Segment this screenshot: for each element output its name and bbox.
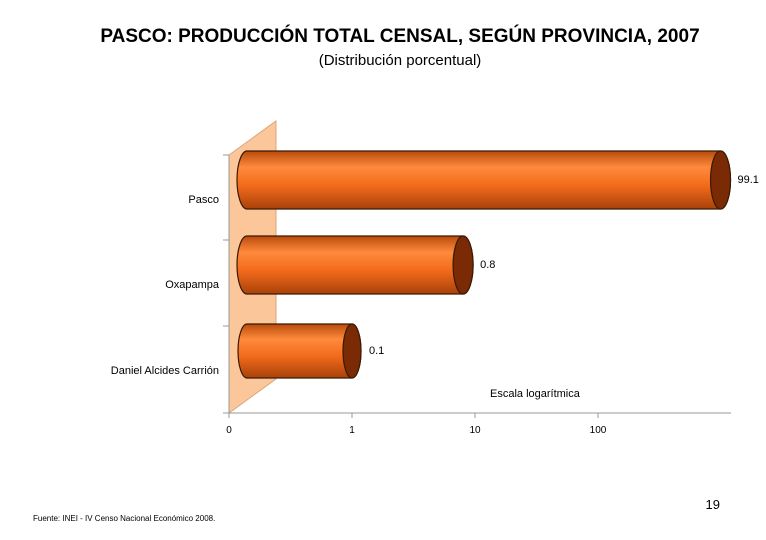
category-label: Daniel Alcides Carrión [111,365,219,377]
x-tick-label: 1 [349,425,355,436]
bar-1 [236,235,474,295]
bar-end-cap [342,323,362,379]
data-label: 99.1 [738,174,759,186]
x-tick-label: 10 [469,425,481,436]
page-number: 19 [705,497,720,512]
chart-title: PASCO: PRODUCCIÓN TOTAL CENSAL, SEGÚN PR… [100,26,700,47]
scale-note: Escala logarítmica [490,388,581,400]
bar-end-cap [709,150,732,210]
x-tick-label: 0 [226,425,232,436]
bar-0 [236,150,732,210]
chart-subtitle: (Distribución porcentual) [318,52,482,69]
data-label: 0.1 [369,345,384,357]
category-label: Oxapampa [165,279,220,291]
category-label: Pasco [188,194,219,206]
bar-end-cap [452,235,474,295]
x-tick-label: 100 [590,425,607,436]
data-label: 0.8 [480,259,495,271]
source-note: Fuente: INEI - IV Censo Nacional Económi… [33,514,216,523]
